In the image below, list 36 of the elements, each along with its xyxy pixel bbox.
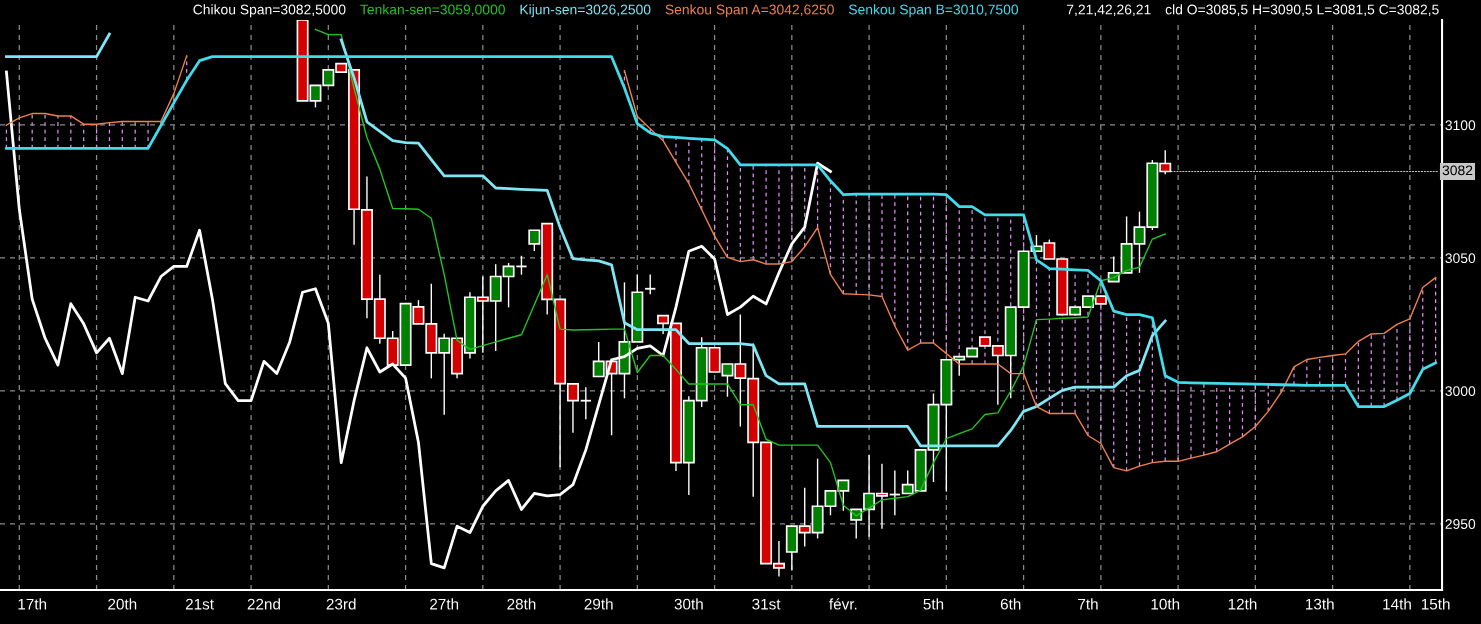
y-tick-label: 3000 (1445, 386, 1476, 397)
x-tick-label: 15th (1421, 598, 1450, 610)
line-series (5, 55, 1437, 408)
x-tick-label: 29th (584, 598, 613, 610)
x-tick-label: 6th (1000, 598, 1021, 610)
x-tick-label: 30th (674, 598, 703, 610)
x-tick-label: 13th (1306, 598, 1334, 610)
y-tick-label: 2950 (1445, 519, 1476, 529)
x-tick-label: févr. (829, 598, 857, 610)
line-series (5, 70, 832, 570)
x-tick-label: 27th (430, 598, 459, 610)
text: Kijun-sen=3026,2500 (520, 4, 651, 18)
candlestick (579, 386, 592, 420)
text: cld O=3085,5 H=3090,5 L=3081,5 C=3082,5 (1165, 4, 1439, 17)
series-label: Tenkan-sen=3059,0000 (360, 4, 505, 17)
candlestick (657, 314, 670, 335)
y-tick-label: 3050 (1445, 253, 1476, 264)
x-tick-label: 21st (185, 598, 214, 610)
x-tick-label: 31st (752, 598, 781, 610)
x-tick-label: 20th (108, 598, 137, 610)
text: Chikou Span=3082,5000 (193, 4, 346, 18)
text: Senkou Span B=3010,7500 (848, 4, 1019, 18)
x-tick-label: 14th (1383, 598, 1411, 610)
candlestick (644, 273, 657, 296)
text: Senkou Span A=3042,6250 (665, 4, 834, 18)
y-tick-label: 3100 (1445, 120, 1476, 131)
x-tick-label: 10th (1151, 598, 1180, 610)
x-tick-label: 12th (1228, 598, 1257, 610)
annotation: 3082 (1442, 165, 1473, 176)
x-tick-label: 7th (1078, 598, 1098, 610)
x-tick-label: 17th (18, 598, 47, 610)
text: 7,21,42,26,21 (1067, 4, 1151, 17)
x-tick-label: 28th (507, 598, 536, 610)
x-tick-label: 5th (923, 598, 944, 610)
x-tick-label: 23rd (326, 598, 356, 610)
x-tick-label: 22nd (247, 598, 280, 610)
